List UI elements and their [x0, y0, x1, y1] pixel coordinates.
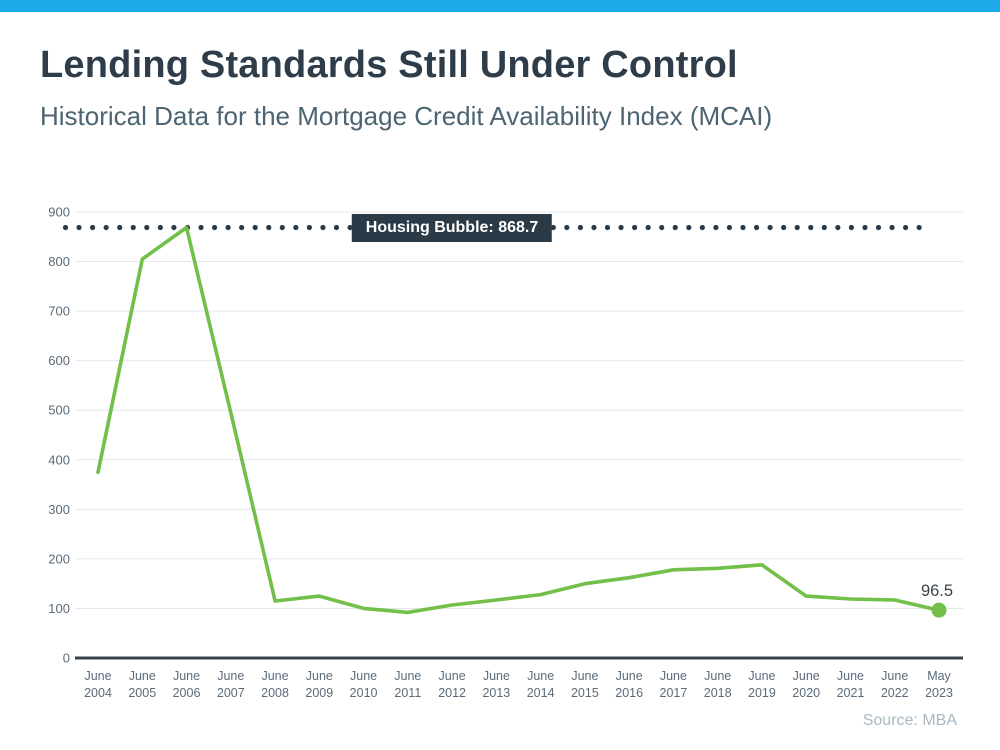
x-tick-label: June 2014 [527, 669, 555, 700]
chart-header: Lending Standards Still Under Control Hi… [40, 44, 772, 132]
x-tick-label: June 2020 [792, 669, 820, 700]
mcai-line [96, 225, 941, 615]
y-tick-label: 800 [48, 254, 70, 269]
page-title: Lending Standards Still Under Control [40, 44, 738, 86]
x-tick-label: June 2010 [350, 669, 378, 700]
page-subtitle: Historical Data for the Mortgage Credit … [40, 101, 773, 131]
y-tick-label: 300 [48, 502, 70, 517]
x-tick-label: June 2008 [261, 669, 289, 700]
x-tick-label: June 2012 [438, 669, 466, 700]
y-tick-label: 900 [48, 205, 70, 220]
x-tick-label: June 2004 [84, 669, 112, 700]
x-tick-label: June 2011 [394, 669, 421, 700]
y-tick-label: 200 [48, 551, 70, 566]
x-tick-label: June 2022 [881, 669, 909, 700]
y-tick-label: 700 [48, 304, 70, 319]
x-tick-label: June 2009 [305, 669, 333, 700]
x-tick-label: May 2023 [925, 669, 953, 700]
y-tick-label: 600 [48, 353, 70, 368]
top-accent-bar [0, 0, 1000, 12]
x-tick-label: June 2007 [217, 669, 245, 700]
x-tick-label: June 2018 [704, 669, 732, 700]
x-tick-label: June 2021 [837, 669, 865, 700]
x-tick-label: June 2019 [748, 669, 776, 700]
y-tick-label: 0 [63, 651, 70, 666]
x-tick-label: June 2017 [660, 669, 688, 700]
housing-bubble-threshold-label: Housing Bubble: 868.7 [351, 213, 553, 242]
end-value-label: 96.5 [921, 582, 953, 600]
y-tick-label: 500 [48, 403, 70, 418]
x-tick-label: June 2005 [128, 669, 156, 700]
end-point-marker [931, 602, 947, 618]
source-credit: Source: MBA [862, 712, 957, 729]
x-tick-label: June 2016 [615, 669, 643, 700]
x-tick-label: June 2015 [571, 669, 599, 700]
y-tick-label: 100 [48, 601, 70, 616]
x-tick-label: June 2013 [482, 669, 510, 700]
x-tick-label: June 2006 [173, 669, 201, 700]
y-tick-label: 400 [48, 452, 70, 467]
